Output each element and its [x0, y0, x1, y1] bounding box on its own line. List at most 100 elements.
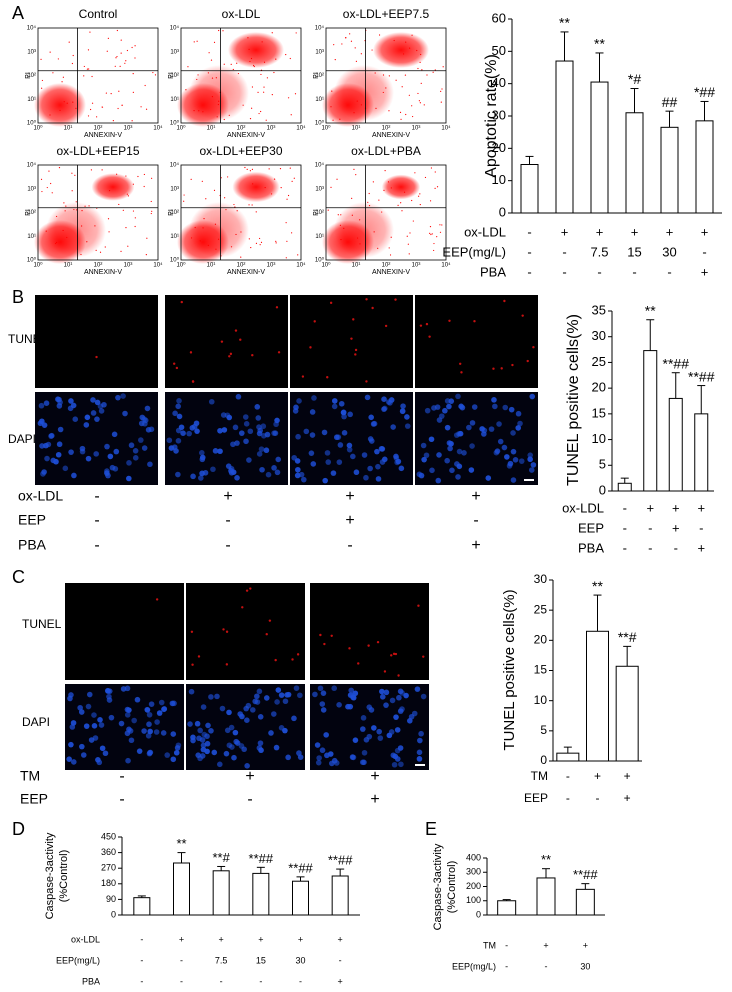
event-dot: [339, 118, 341, 120]
event-dot: [430, 167, 433, 169]
blue-nucleus: [39, 418, 45, 425]
event-dot: [411, 199, 413, 202]
condition-value: +: [245, 768, 254, 785]
blue-nucleus: [238, 430, 245, 436]
event-dot: [404, 74, 407, 76]
event-dot: [40, 58, 42, 60]
density-cloud: [334, 65, 394, 121]
blue-nucleus: [414, 686, 421, 692]
event-dot: [260, 241, 263, 243]
blue-nucleus: [66, 756, 72, 762]
blue-nucleus: [491, 397, 497, 403]
y-tick-label: 5: [599, 457, 606, 472]
condition-value: -: [648, 520, 652, 535]
y-tick-label: 10¹: [315, 234, 324, 240]
blue-nucleus: [404, 414, 410, 420]
x-tick-label: 10²: [94, 263, 103, 269]
blue-nucleus: [319, 747, 326, 754]
event-dot: [251, 204, 253, 206]
red-nucleus: [190, 630, 194, 633]
red-nucleus: [291, 658, 294, 661]
condition-label: EEP: [18, 512, 46, 528]
event-dot: [65, 205, 67, 207]
blue-nucleus: [142, 417, 149, 424]
red-nucleus: [197, 655, 201, 658]
event-dot: [408, 47, 411, 49]
event-dot: [71, 62, 74, 65]
density-cloud: [189, 65, 249, 121]
event-dot: [270, 193, 273, 195]
event-dot: [122, 209, 124, 211]
blue-nucleus: [195, 752, 201, 758]
blue-nucleus: [144, 707, 151, 713]
blue-nucleus: [300, 476, 307, 483]
y-tick-label: 50: [492, 43, 506, 58]
event-dot: [429, 200, 432, 202]
blue-nucleus: [134, 696, 141, 703]
blue-nucleus: [154, 719, 160, 725]
event-dot: [434, 171, 436, 173]
event-dot: [107, 37, 109, 39]
blue-nucleus: [238, 743, 245, 749]
blue-nucleus: [331, 685, 338, 692]
condition-value: 30: [662, 244, 676, 259]
red-nucleus: [383, 670, 387, 673]
blue-nucleus: [317, 685, 324, 692]
event-dot: [343, 227, 345, 229]
event-dot: [233, 203, 235, 206]
condition-value: -: [339, 955, 342, 965]
x-tick-label: 10⁰: [321, 125, 331, 132]
event-dot: [249, 170, 251, 172]
micrograph: [415, 392, 538, 485]
event-dot: [395, 79, 397, 81]
blue-nucleus: [293, 685, 300, 691]
event-dot: [240, 256, 242, 258]
blue-nucleus: [200, 746, 207, 753]
event-dot: [381, 211, 383, 213]
blue-nucleus: [469, 443, 475, 449]
blue-nucleus: [274, 469, 281, 476]
blue-nucleus: [200, 704, 207, 710]
event-dot: [125, 175, 127, 177]
blue-nucleus: [488, 426, 495, 432]
condition-value: +: [701, 264, 709, 279]
red-nucleus: [245, 589, 249, 592]
event-dot: [280, 187, 282, 189]
event-dot: [230, 246, 233, 248]
blue-nucleus: [293, 404, 299, 411]
bar: [536, 877, 556, 916]
event-dot: [144, 84, 146, 87]
plot-title: ox-LDL: [222, 7, 261, 21]
event-dot: [187, 66, 189, 68]
red-nucleus: [397, 674, 400, 677]
plot-frame: [37, 27, 159, 124]
event-dot: [57, 58, 59, 60]
condition-label: PBA: [18, 537, 47, 553]
event-dot: [62, 229, 64, 232]
event-dot: [236, 210, 238, 212]
y-axis-label: PI: [25, 209, 32, 216]
event-dot: [127, 245, 129, 247]
event-dot: [405, 113, 407, 116]
blue-nucleus: [131, 717, 137, 724]
blue-nucleus: [320, 707, 327, 713]
x-tick-label: 10³: [124, 126, 133, 132]
density-cloud: [34, 83, 86, 127]
event-dot: [41, 87, 43, 89]
event-dot: [131, 46, 133, 49]
x-axis-label: ANNEXIN-V: [372, 269, 410, 276]
blue-nucleus: [70, 759, 77, 765]
event-dot: [351, 197, 353, 200]
event-dot: [259, 244, 261, 246]
condition-value: -: [623, 540, 627, 555]
condition-value: +: [345, 488, 354, 505]
condition-label: ox-LDL: [562, 500, 604, 515]
blue-nucleus: [420, 693, 427, 700]
condition-value: +: [672, 500, 680, 515]
blue-nucleus: [515, 410, 522, 417]
event-dot: [417, 92, 419, 95]
bar: [643, 350, 658, 492]
blue-nucleus: [296, 750, 302, 756]
blue-nucleus: [126, 475, 132, 482]
event-dot: [330, 186, 332, 188]
